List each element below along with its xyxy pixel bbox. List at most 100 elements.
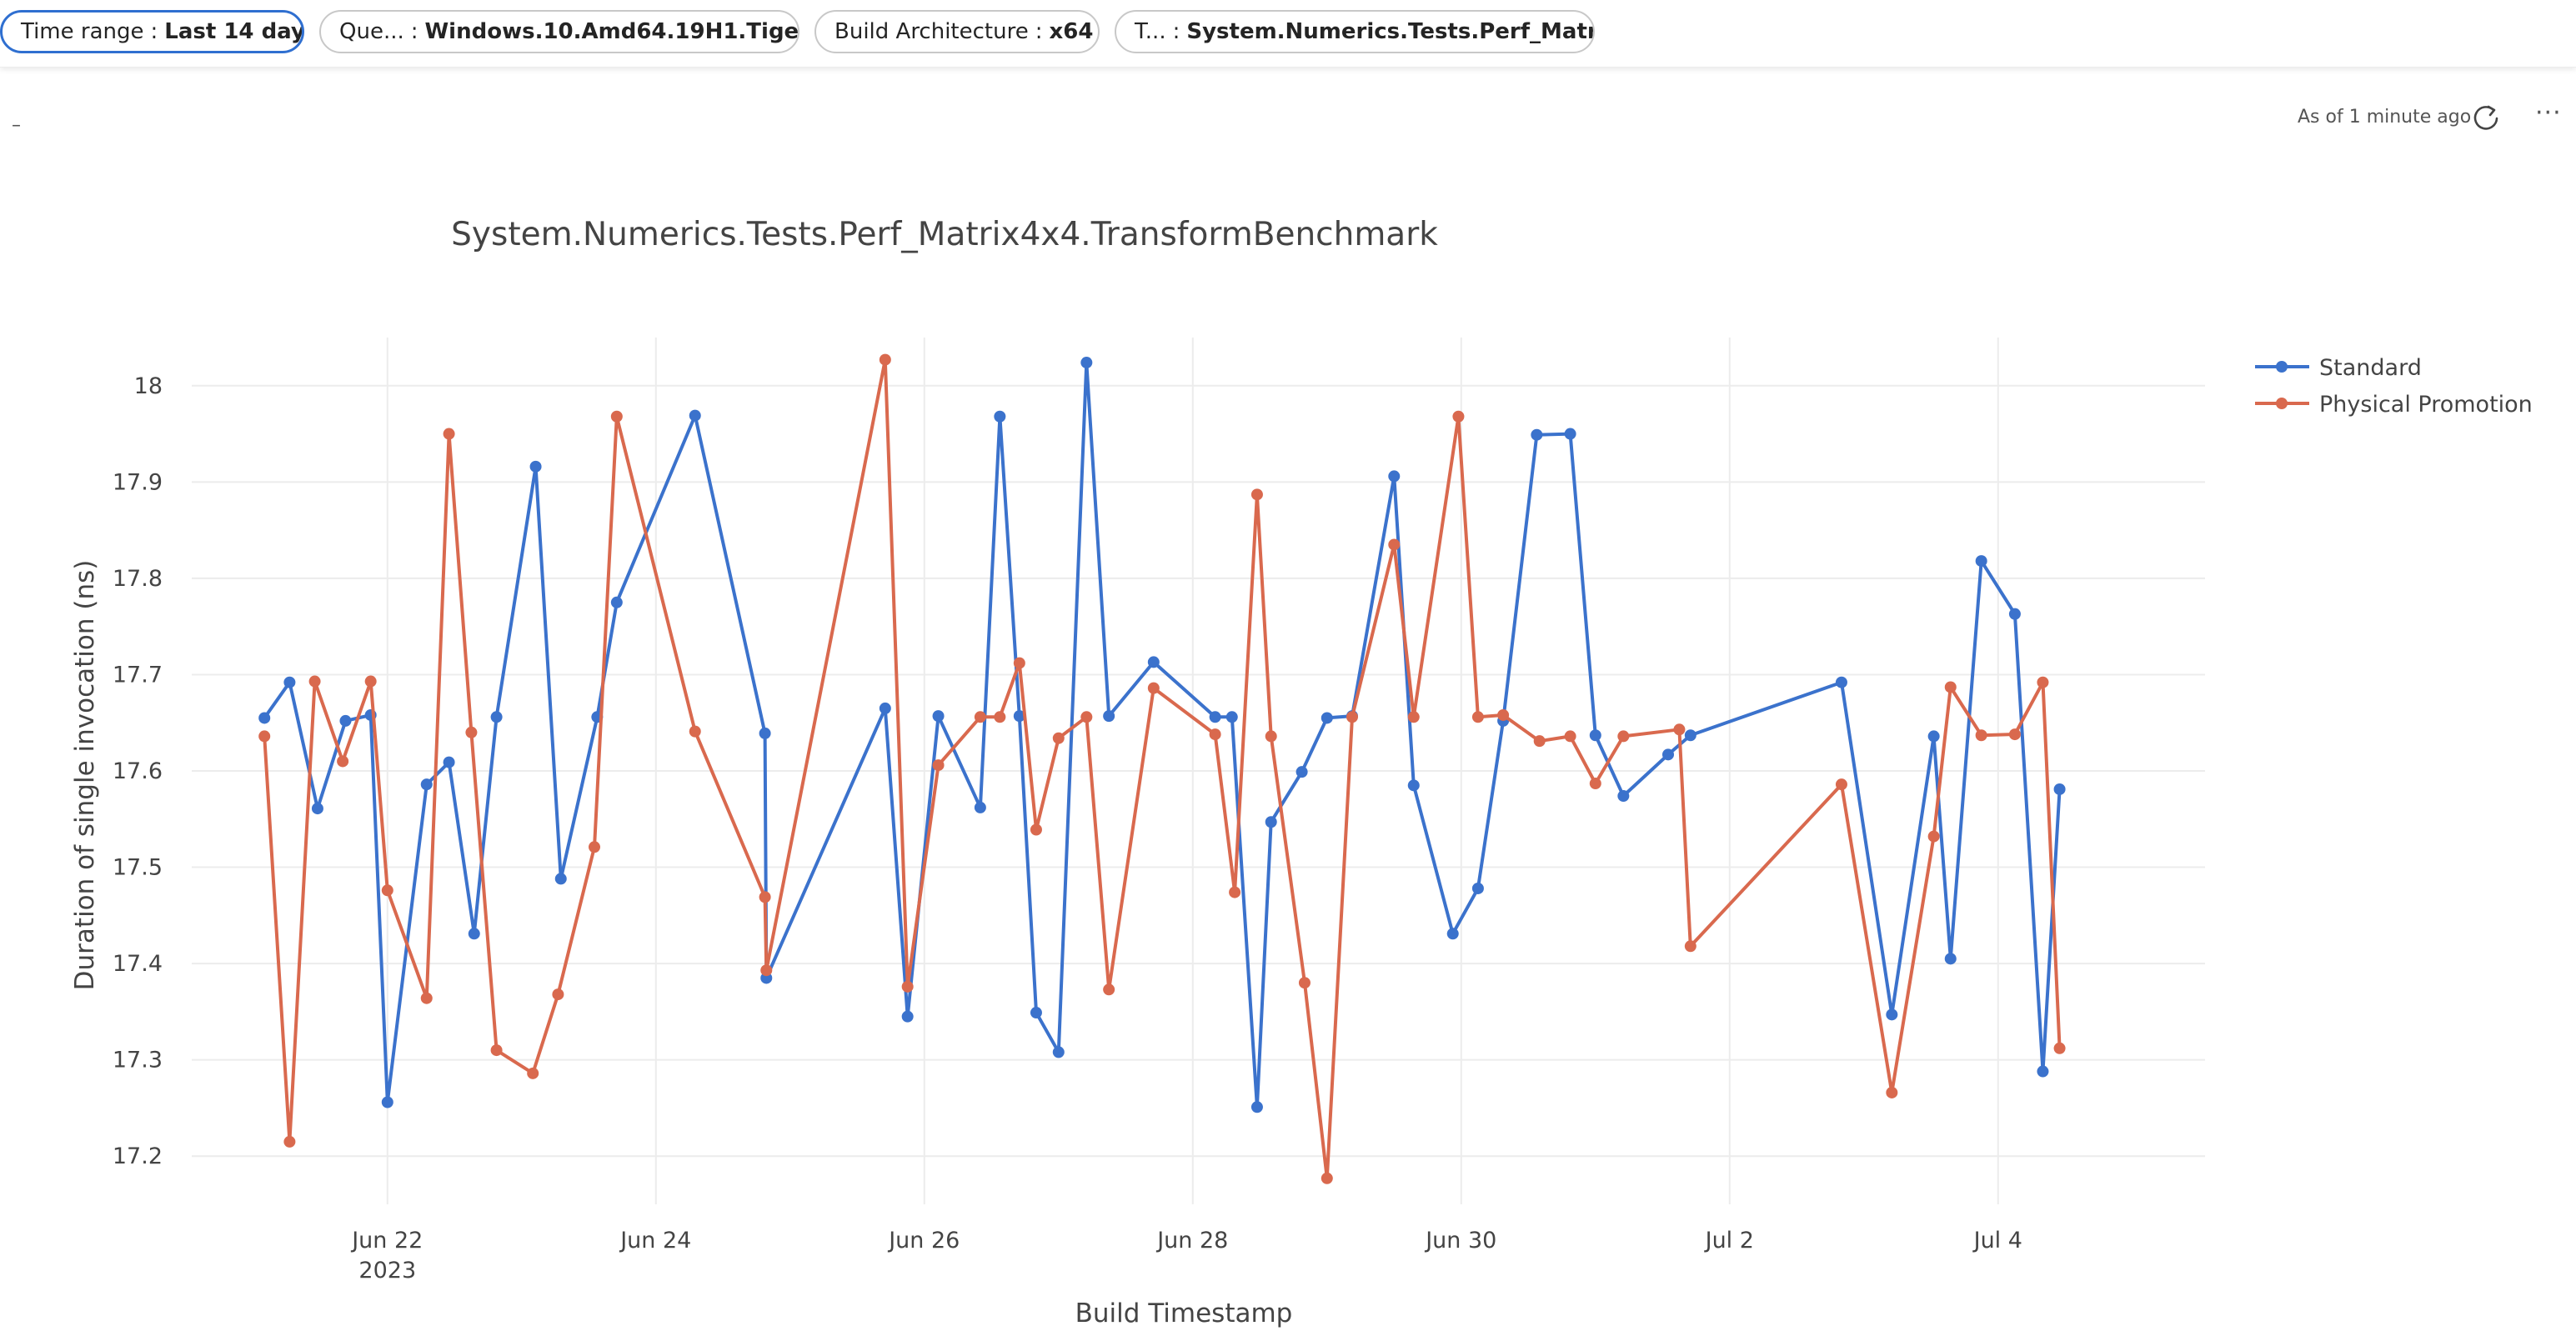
data-point [759, 727, 771, 739]
data-point [1471, 882, 1484, 894]
data-point [1617, 730, 1630, 743]
data-point [1407, 711, 1420, 723]
data-point [381, 1096, 393, 1108]
data-point [420, 992, 433, 1004]
data-point [879, 702, 891, 714]
filter-value: Windows.10.Amd64.19H1.Tiger.... [424, 19, 799, 44]
data-point [311, 803, 323, 815]
data-point [527, 1067, 539, 1079]
data-point [1617, 790, 1630, 803]
data-point [610, 410, 623, 423]
series-line-physical-promotion [263, 358, 2062, 1180]
data-point [1886, 1086, 1898, 1098]
data-point [381, 884, 393, 897]
data-point [554, 873, 567, 885]
data-point [1684, 940, 1696, 953]
data-point [1296, 766, 1308, 778]
data-point [1147, 656, 1160, 668]
data-point [308, 675, 321, 688]
last-updated-text: As of 1 minute ago [2298, 107, 2472, 128]
data-point [420, 778, 433, 791]
data-point [1927, 730, 1940, 743]
data-point [589, 841, 600, 853]
data-point [2008, 728, 2021, 741]
data-point [2037, 676, 2049, 688]
data-point [1533, 735, 1546, 748]
data-point [1265, 816, 1277, 828]
data-point [760, 964, 773, 977]
filter-separator: : [1172, 19, 1180, 44]
data-point [1250, 1101, 1263, 1113]
data-point [1673, 723, 1686, 736]
data-point [258, 712, 271, 724]
x-tick-label: Jul 4 [1972, 1228, 2022, 1253]
legend-marker [2276, 361, 2288, 373]
y-tick-label: 17.2 [113, 1143, 163, 1169]
series-line-standard [263, 361, 2062, 1109]
data-point [468, 928, 480, 940]
data-point [610, 596, 623, 608]
filter-bar: Time range: Last 14 days Que...: Windows.1… [0, 0, 2576, 68]
data-point [1147, 682, 1160, 694]
data-point [1052, 1046, 1065, 1058]
data-point [529, 460, 542, 473]
data-point [1452, 410, 1465, 423]
legend-label: Standard [2319, 355, 2422, 381]
data-point [339, 714, 352, 727]
data-point [689, 725, 701, 738]
data-point [1589, 778, 1601, 790]
filter-pill-time-range[interactable]: Time range: Last 14 days [0, 10, 304, 53]
data-point [2053, 1042, 2066, 1054]
filter-key: T... [1135, 19, 1166, 44]
filter-value: x64 [1049, 19, 1094, 44]
data-point [258, 730, 271, 743]
data-point [2008, 608, 2021, 620]
chart-title: System.Numerics.Tests.Perf_Matrix4x4.Tra… [451, 216, 1438, 253]
data-point [994, 410, 1006, 423]
data-point [689, 409, 701, 422]
filter-pill-queue[interactable]: Que...: Windows.10.Amd64.19H1.Tiger.... [319, 10, 799, 53]
filter-pill-build-architecture[interactable]: Build Architecture: x64 [814, 10, 1100, 53]
data-point [1471, 711, 1484, 723]
data-point [1564, 730, 1576, 743]
more-options-icon[interactable]: ··· [2535, 98, 2562, 128]
data-point [443, 756, 455, 768]
y-tick-label: 17.9 [113, 469, 163, 495]
data-point [1229, 886, 1241, 898]
data-point [1497, 708, 1510, 721]
x-tick-label: Jun 30 [1424, 1228, 1496, 1253]
data-point [1013, 657, 1025, 669]
refresh-icon[interactable] [2472, 103, 2502, 133]
data-point [1030, 1007, 1042, 1019]
data-point [1103, 710, 1115, 723]
data-point [1080, 357, 1093, 369]
data-point [932, 759, 945, 772]
data-point [1103, 983, 1115, 996]
data-point [1944, 953, 1957, 965]
data-point [283, 676, 296, 688]
data-point [1388, 470, 1401, 483]
legend-label: Physical Promotion [2319, 392, 2533, 418]
x-axis-label: Build Timestamp [1075, 1298, 1293, 1328]
filter-pill-test[interactable]: T...:System.Numerics.Tests.Perf_Matrix..… [1115, 10, 1595, 53]
filter-key: Que... [339, 19, 404, 44]
data-point [1346, 711, 1358, 723]
collapse-toggle[interactable]: – [12, 115, 21, 136]
legend-marker [2276, 398, 2288, 409]
data-point [1209, 711, 1221, 723]
data-point [283, 1135, 296, 1148]
data-point [974, 801, 986, 813]
y-tick-label: 17.5 [113, 855, 163, 881]
x-tick-label: Jun 26 [887, 1228, 960, 1253]
data-point [1080, 711, 1093, 723]
data-point [901, 1010, 914, 1023]
y-tick-label: 17.8 [113, 566, 163, 592]
data-point [1209, 728, 1221, 741]
data-point [1531, 428, 1543, 441]
data-point [994, 711, 1006, 723]
data-point [1298, 977, 1311, 989]
data-point [1013, 710, 1025, 723]
data-point [490, 1044, 503, 1057]
data-point [1321, 1172, 1333, 1184]
y-tick-label: 17.6 [113, 758, 163, 784]
